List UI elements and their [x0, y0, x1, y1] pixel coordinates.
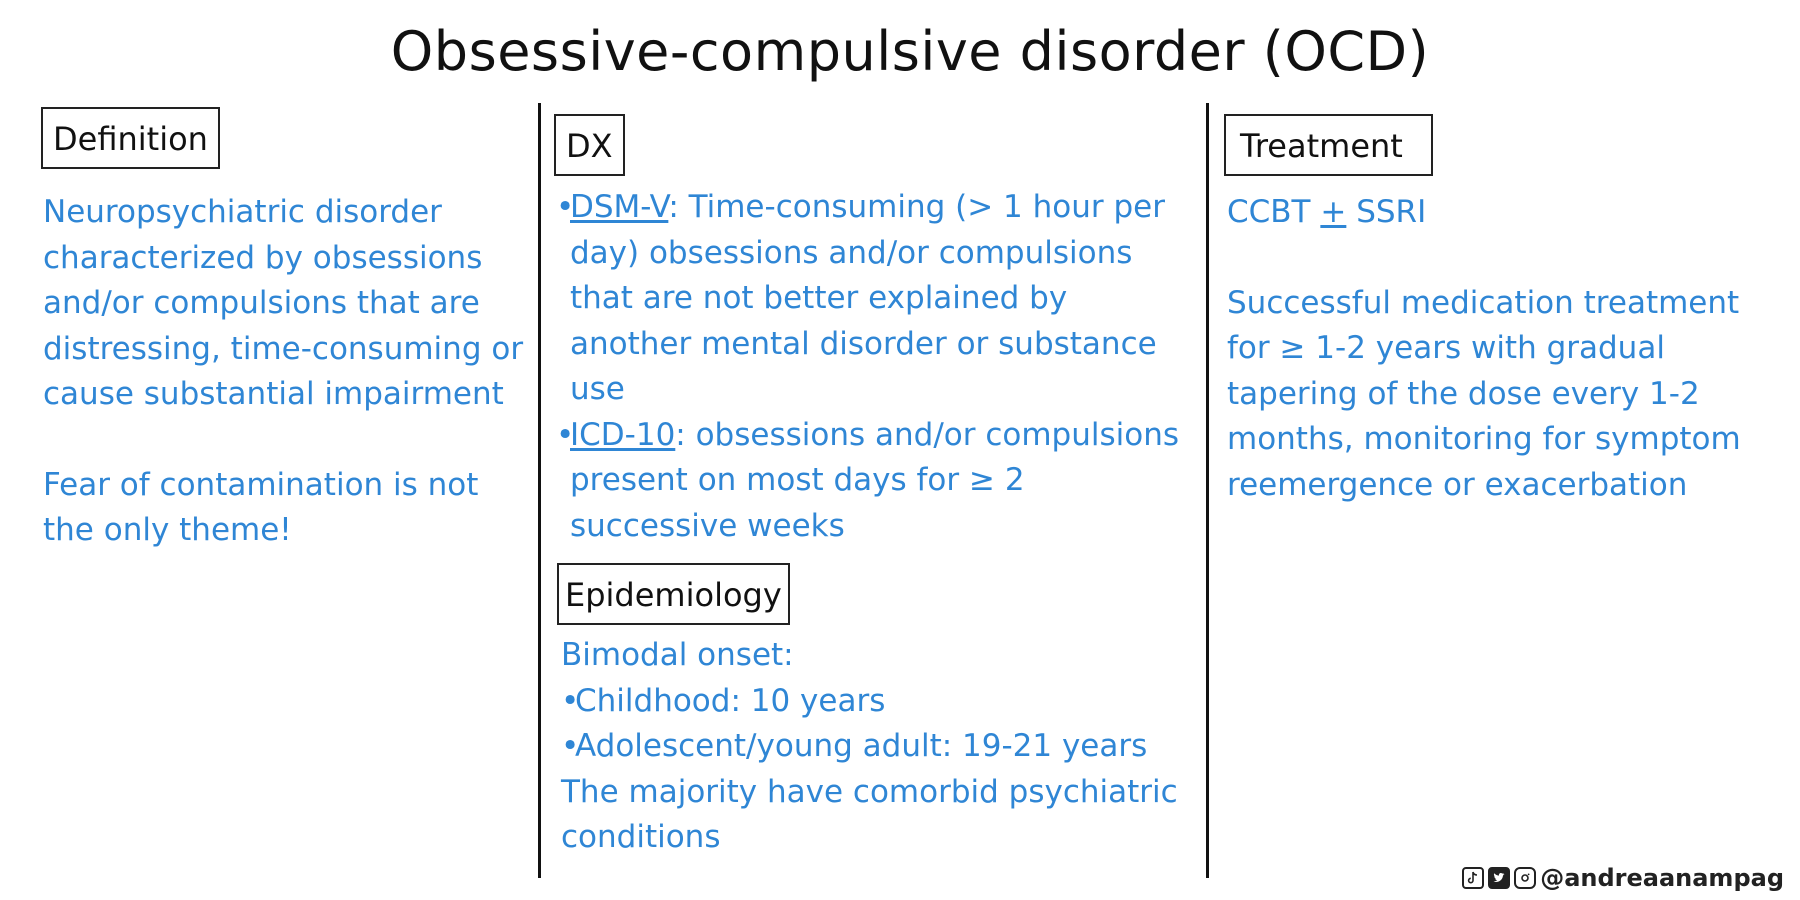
- epidemiology-item-childhood: • Childhood: 10 years: [561, 679, 1201, 725]
- plus-minus: +: [1320, 194, 1347, 230]
- definition-text: Neuropsychiatric disorder characterized …: [43, 190, 528, 554]
- dx-text: • DSM-V: Time-consuming (> 1 hour per da…: [556, 185, 1196, 549]
- column-divider-left: [538, 103, 541, 878]
- dx-heading: DX: [566, 127, 613, 165]
- bullet: •: [561, 728, 580, 764]
- dx-term-dsm: DSM-V: [570, 189, 669, 225]
- epidemiology-comorbid: The majority have comorbid psychiatric c…: [561, 773, 1178, 856]
- definition-heading: Definition: [53, 120, 208, 158]
- bullet: •: [556, 416, 575, 453]
- definition-note: Fear of contamination is not the only th…: [43, 466, 479, 549]
- dx-desc-dsm: : Time-consuming (> 1 hour per day) obse…: [570, 189, 1165, 407]
- epidemiology-item-adolescent: • Adolescent/young adult: 19-21 years: [561, 724, 1201, 770]
- treatment-heading-box: Treatment: [1224, 114, 1433, 176]
- epidemiology-heading: Epidemiology: [565, 576, 782, 614]
- column-divider-right: [1206, 103, 1209, 878]
- page-title: Obsessive-compulsive disorder (OCD): [390, 20, 1430, 83]
- dx-item-icd: • ICD-10: obsessions and/or compulsions …: [556, 413, 1196, 550]
- dx-heading-box: DX: [554, 114, 625, 176]
- treatment-text: CCBT + SSRI Successful medication treatm…: [1227, 190, 1787, 508]
- bullet: •: [556, 189, 575, 225]
- treatment-heading: Treatment: [1240, 127, 1403, 165]
- definition-heading-box: Definition: [41, 107, 220, 169]
- treatment-first-line: CCBT + SSRI: [1227, 194, 1427, 230]
- bullet: •: [561, 682, 580, 719]
- instagram-icon[interactable]: [1514, 867, 1537, 889]
- epidemiology-text: Bimodal onset: • Childhood: 10 years • A…: [561, 633, 1201, 861]
- epidemiology-heading-box: Epidemiology: [557, 563, 790, 625]
- dx-term-icd: ICD-10: [570, 416, 676, 453]
- footer-credit: @andreaanampag: [1462, 864, 1784, 892]
- tiktok-icon[interactable]: [1462, 867, 1485, 889]
- social-handle[interactable]: @andreaanampag: [1540, 864, 1784, 892]
- treatment-paragraph: Successful medication treatment for ≥ 1-…: [1227, 284, 1741, 503]
- definition-paragraph: Neuropsychiatric disorder characterized …: [43, 194, 524, 412]
- dx-item-dsm: • DSM-V: Time-consuming (> 1 hour per da…: [556, 185, 1196, 413]
- epidemiology-onset: Bimodal onset:: [561, 637, 794, 673]
- twitter-icon[interactable]: [1488, 867, 1511, 889]
- dx-desc-icd: : obsessions and/or compulsions present …: [570, 416, 1180, 544]
